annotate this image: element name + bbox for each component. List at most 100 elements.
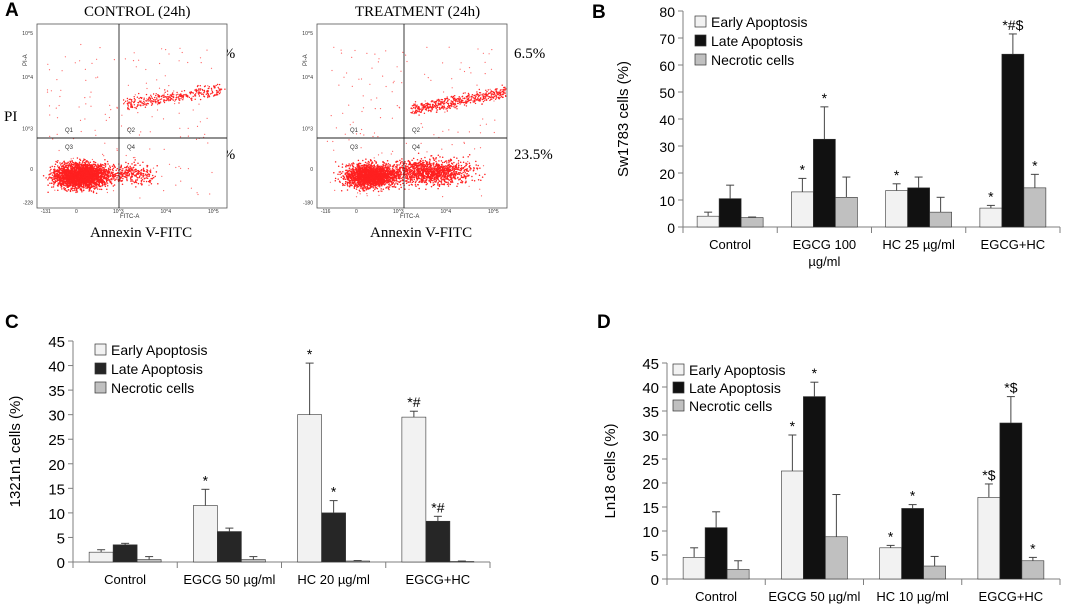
flow-plot-area: Q1 Q2 Q3 Q4 FITC-A PI-A -116 0 10^3 10^4 10^5 -180 0… [302, 23, 508, 220]
y-tick-label: 20 [659, 166, 675, 182]
y-tick-label: 5 [651, 548, 659, 565]
chart-c: 0 5 10 15 20 25 30 35 40 45 1321n1 cells (%) Contro… [7, 334, 491, 587]
bar [923, 565, 946, 580]
y-tick-label: 35 [642, 404, 659, 421]
y-tick-label: 0 [651, 572, 659, 589]
significance-mark: * [307, 346, 313, 362]
flow-x-tick: 10^4 [441, 209, 452, 215]
flow-title-treatment: TREATMENT (24h) [355, 4, 481, 20]
bar [193, 505, 218, 563]
flow-y-tick: -180 [303, 200, 313, 206]
flow-quadrant-label: Q3 [65, 145, 74, 151]
flow-title-control: CONTROL (24h) [84, 4, 191, 20]
x-category-label: EGCG 50 µg/ml [768, 589, 860, 604]
flow-x-tick: 0 [355, 209, 358, 215]
flow-xlabel-treatment: Annexin V-FITC [370, 225, 473, 241]
x-category-label: HC 20 µg/ml [297, 572, 370, 587]
bar [999, 422, 1023, 580]
bar [977, 497, 1001, 580]
y-tick-label: 70 [659, 31, 675, 47]
bar [825, 536, 848, 580]
panel-label-d: D [597, 312, 611, 333]
flow-y-tick: 10^3 [22, 127, 33, 133]
y-tick-label: 5 [57, 530, 65, 547]
x-category-label: EGCG+HC [406, 572, 471, 587]
bar [241, 559, 266, 563]
y-axis-title: Ln18 cells (%) [602, 423, 619, 518]
significance-mark: *# [407, 394, 420, 410]
panel-label-a: A [5, 0, 19, 21]
y-axis-title: 1321n1 cells (%) [7, 396, 24, 508]
y-axis-title: Sw1783 cells (%) [615, 61, 632, 177]
flow-quadrant-label: Q4 [412, 145, 421, 151]
bar [835, 197, 858, 228]
flow-y-tick: 10^5 [302, 31, 313, 37]
legend-label: Necrotic cells [111, 380, 194, 396]
legend-label: Early Apoptosis [111, 342, 208, 358]
y-tick-label: 0 [667, 220, 675, 236]
flow-x-tick: 0 [75, 209, 78, 215]
flow-quadrant-label: Q1 [350, 128, 359, 134]
flow-quadrant-label: Q2 [412, 128, 421, 134]
x-category-label: HC 10 µg/ml [876, 589, 949, 604]
y-tick-label: 35 [48, 383, 65, 400]
y-tick-label: 45 [642, 356, 659, 373]
flow-x-tick: 10^3 [393, 209, 404, 215]
x-category-label: Control [709, 237, 751, 252]
flow-y-tick: 10^4 [302, 75, 313, 81]
y-tick-label: 15 [48, 481, 65, 498]
bar [726, 569, 750, 580]
significance-mark: * [790, 418, 796, 434]
legend-label: Early Apoptosis [711, 14, 808, 30]
flow-y-tick: -228 [23, 200, 33, 206]
y-tick-label: 50 [659, 85, 675, 101]
bar [1023, 187, 1047, 228]
y-tick-label: 80 [659, 4, 675, 20]
significance-mark: * [331, 484, 337, 500]
legend-swatch [672, 363, 685, 376]
bar [901, 508, 924, 580]
y-tick-label: 0 [57, 555, 65, 572]
flow-event-dots [42, 43, 226, 199]
x-category-label: HC 25 µg/ml [882, 237, 955, 252]
flow-axis-small-y: PI-A [303, 54, 309, 66]
bar [136, 559, 162, 563]
y-tick-label: 30 [659, 139, 675, 155]
legend-swatch [694, 15, 707, 28]
bar [1001, 53, 1025, 228]
flow-y-tick: 0 [30, 167, 33, 173]
flow-x-tick: 10^5 [488, 209, 499, 215]
legend-label: Late Apoptosis [711, 33, 803, 49]
legend-swatch [94, 381, 107, 394]
bar [1021, 560, 1045, 580]
bar [885, 190, 908, 228]
legend-swatch [94, 343, 107, 356]
bar [682, 557, 706, 580]
legend-label: Necrotic cells [711, 52, 794, 68]
flow-axis-small-x: FITC-A [120, 214, 139, 220]
bar [929, 211, 952, 228]
y-tick-label: 30 [642, 428, 659, 445]
bar [791, 191, 814, 228]
flow-xlabel-control: Annexin V-FITC [90, 225, 193, 241]
significance-mark: * [1032, 157, 1038, 173]
panel-label-c: C [5, 312, 19, 333]
significance-mark: *$ [982, 467, 995, 483]
y-tick-label: 60 [659, 58, 675, 74]
y-tick-label: 25 [642, 452, 659, 469]
bar [297, 414, 322, 563]
y-tick-label: 40 [659, 112, 675, 128]
flow-q2-pct-treatment: 6.5% [514, 46, 546, 62]
flow-quadrant-label: Q4 [127, 145, 136, 151]
bar [401, 416, 427, 563]
significance-mark: * [894, 167, 900, 183]
panel-label-b: B [592, 2, 606, 23]
y-tick-label: 10 [642, 524, 659, 541]
y-tick-label: 25 [48, 432, 65, 449]
flow-axis-small-x: FITC-A [400, 214, 419, 220]
significance-mark: *$ [1004, 380, 1017, 396]
flow-x-tick: 10^4 [161, 209, 172, 215]
x-category-label: EGCG+HC [979, 589, 1044, 604]
x-category-label: EGCG 50 µg/ml [183, 572, 275, 587]
flow-quadrant-label: Q3 [350, 145, 359, 151]
